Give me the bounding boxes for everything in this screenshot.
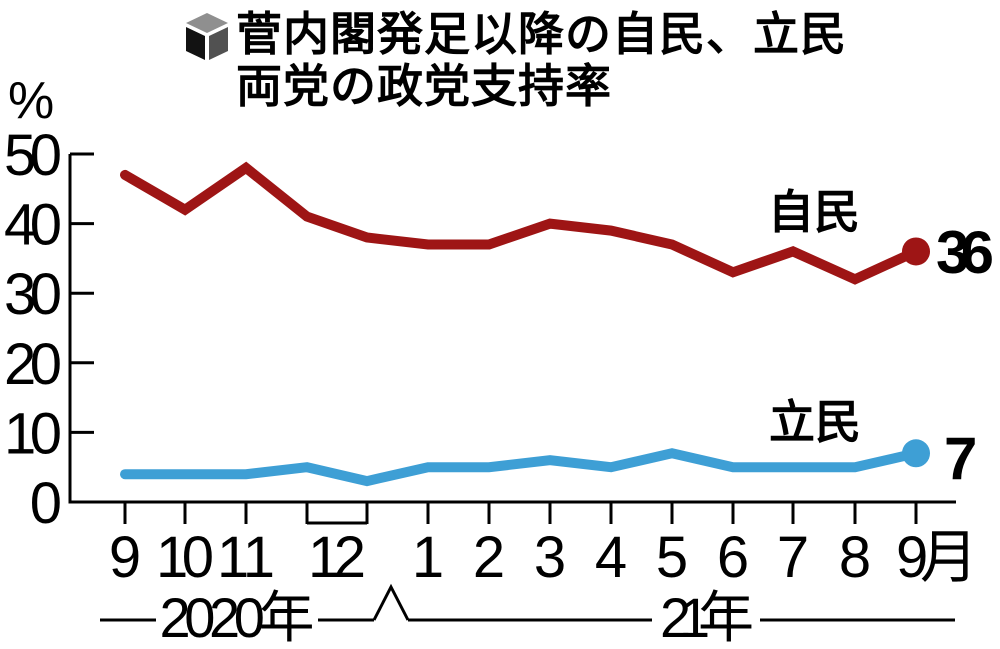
series-line-jimin — [120, 161, 921, 285]
axis-lines — [68, 154, 956, 504]
x-tick-label: 1 — [412, 525, 444, 590]
y-tick-label: 40 — [4, 193, 62, 258]
axis-break-mark — [372, 583, 410, 621]
x-tick-label: 6 — [717, 525, 749, 590]
x-tick-label: 2 — [473, 525, 505, 590]
series-label-jimin: 自民 — [768, 186, 860, 238]
x-tick-label: 8 — [839, 525, 871, 590]
x-tick-label: 7 — [777, 525, 809, 590]
x-tick-label: 10 — [156, 525, 214, 590]
cube-left-face — [186, 27, 205, 60]
y-tick-label: 30 — [4, 262, 62, 327]
x-tick-label: 3 — [534, 525, 566, 590]
chart-title-block: 菅内閣発足以降の自民、立民 両党の政党支持率 — [184, 8, 847, 112]
y-tick-label: 0 — [30, 471, 62, 536]
cube-icon — [186, 13, 228, 60]
title-line-2: 両党の政党支持率 — [236, 60, 612, 112]
cube-right-face — [209, 27, 228, 60]
x-tick-label: 9月 — [896, 525, 978, 590]
y-tick-label: 50 — [4, 123, 62, 188]
series-end-value-jimin: 36 — [936, 219, 994, 286]
x-tick-label: 11 — [217, 525, 275, 590]
y-tick-label: 10 — [4, 401, 62, 466]
series-line-rikumin — [120, 448, 921, 487]
x-tick-label: 4 — [595, 525, 627, 590]
cube-top-face — [186, 13, 228, 33]
title-line-1: 菅内閣発足以降の自民、立民 — [236, 8, 847, 60]
era-label-21: 21年 — [660, 586, 754, 649]
series-label-rikumin: 立民 — [769, 396, 861, 448]
series-end-dot-rikumin — [902, 439, 930, 468]
x-tick-label: 5 — [656, 525, 688, 590]
series-end-value-rikumin: 7 — [944, 425, 977, 492]
y-axis-unit-label: % — [8, 72, 54, 130]
era-label-2020: 2020年 — [160, 586, 315, 649]
x-tick-label: 12 — [308, 525, 366, 590]
x-tick-label: 9 — [109, 525, 141, 590]
y-tick-label: 20 — [4, 332, 62, 397]
page-title: 菅内閣発足以降の自民、立民 両党の政党支持率 — [236, 8, 847, 112]
series-end-dot-jimin — [902, 237, 930, 266]
